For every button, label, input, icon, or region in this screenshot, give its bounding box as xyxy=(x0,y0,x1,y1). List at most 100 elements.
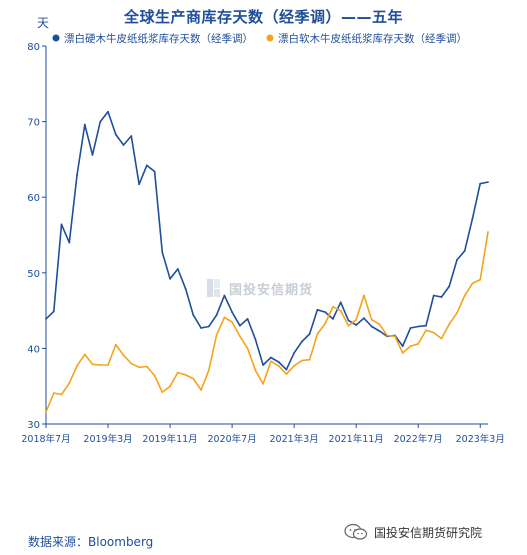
data-point xyxy=(471,282,474,285)
data-point xyxy=(223,294,226,297)
data-point xyxy=(200,327,203,329)
data-point xyxy=(254,369,257,372)
y-tick-label: 80 xyxy=(27,42,40,53)
data-point xyxy=(262,364,264,366)
data-point xyxy=(99,364,102,366)
data-point xyxy=(425,329,427,332)
y-tick-label: 60 xyxy=(27,193,40,204)
data-point xyxy=(169,385,172,388)
data-point xyxy=(448,323,451,326)
data-point xyxy=(316,308,319,311)
data-point xyxy=(83,123,86,126)
data-point xyxy=(285,368,288,371)
x-tick-label: 2019年3月 xyxy=(83,433,132,445)
data-point xyxy=(363,317,365,320)
data-point xyxy=(487,181,489,184)
data-point xyxy=(417,325,420,328)
data-point xyxy=(114,133,117,136)
data-point xyxy=(161,251,164,254)
data-point xyxy=(440,296,443,298)
data-point xyxy=(285,373,288,375)
data-point xyxy=(76,174,78,177)
data-point xyxy=(91,363,94,366)
data-point xyxy=(231,311,234,313)
wechat-icon xyxy=(344,523,368,540)
data-point xyxy=(246,318,249,320)
data-point xyxy=(378,323,381,326)
data-point xyxy=(176,371,179,374)
data-point xyxy=(262,383,264,385)
data-point xyxy=(347,319,350,322)
data-source: 数据来源：Bloomberg xyxy=(28,535,154,549)
data-point xyxy=(130,362,133,365)
data-point xyxy=(145,164,148,167)
data-point xyxy=(270,360,272,363)
data-point xyxy=(215,314,218,316)
data-point xyxy=(99,120,102,123)
data-point xyxy=(192,314,195,316)
x-tick-label: 2019年11月 xyxy=(142,433,197,445)
data-point xyxy=(463,294,466,297)
series-2 xyxy=(45,231,489,413)
data-point xyxy=(215,333,218,336)
data-point xyxy=(316,333,319,335)
data-point xyxy=(91,154,94,156)
data-point xyxy=(301,359,303,362)
data-point xyxy=(207,325,210,328)
data-point xyxy=(246,347,249,350)
legend-label: 漂白软木牛皮纸纸浆库存天数（经季调） xyxy=(278,32,467,45)
x-tick-label: 2018年7月 xyxy=(21,433,70,445)
data-point xyxy=(45,411,47,413)
data-point xyxy=(471,217,474,220)
data-point xyxy=(487,231,489,233)
data-point xyxy=(52,392,55,394)
data-point xyxy=(231,321,234,323)
data-point xyxy=(184,374,187,376)
data-point xyxy=(363,294,365,297)
data-point xyxy=(332,305,334,308)
x-tick-label: 2021年11月 xyxy=(329,433,384,445)
footer-brand-label: 国投安信期货研究院 xyxy=(374,525,483,540)
x-tick-label: 2023年3月 xyxy=(456,433,505,445)
data-point xyxy=(207,369,210,372)
data-point xyxy=(409,327,412,329)
data-point xyxy=(138,366,141,369)
data-point xyxy=(355,324,358,326)
y-tick-label: 30 xyxy=(27,420,40,431)
data-point xyxy=(153,170,156,173)
data-point xyxy=(107,110,109,113)
data-point xyxy=(332,318,334,320)
data-point xyxy=(107,364,109,366)
data-point xyxy=(192,377,195,380)
y-tick-label: 70 xyxy=(27,118,40,129)
footer-brand: 国投安信期货研究院 xyxy=(344,523,482,541)
data-point xyxy=(184,287,187,290)
data-point xyxy=(355,318,358,321)
data-point xyxy=(60,223,63,226)
chart-title: 全球生产商库存天数（经季调）——五年 xyxy=(123,8,403,26)
data-point xyxy=(45,318,47,320)
data-point xyxy=(308,333,311,335)
y-tick-label: 40 xyxy=(27,344,40,355)
legend: 漂白硬木牛皮纸纸浆库存天数（经季调） 漂白软木牛皮纸纸浆库存天数（经季调） xyxy=(52,32,467,45)
data-point xyxy=(254,338,257,341)
data-point xyxy=(270,356,272,359)
series-line xyxy=(45,111,489,371)
data-point xyxy=(223,316,226,319)
data-point xyxy=(239,324,241,327)
data-point xyxy=(417,343,420,345)
data-point xyxy=(347,324,350,327)
watermark: 国投安信期货 xyxy=(205,277,313,299)
data-point xyxy=(448,285,451,288)
data-point xyxy=(308,358,311,361)
data-point xyxy=(114,343,117,346)
data-point xyxy=(60,393,63,396)
series-line xyxy=(45,231,489,413)
data-point xyxy=(145,365,148,368)
data-point xyxy=(239,335,241,338)
legend-label: 漂白硬木牛皮纸纸浆库存天数（经季调） xyxy=(64,32,253,45)
data-point xyxy=(456,312,458,314)
data-point xyxy=(324,322,327,325)
data-point xyxy=(432,331,435,334)
data-point xyxy=(130,135,133,137)
